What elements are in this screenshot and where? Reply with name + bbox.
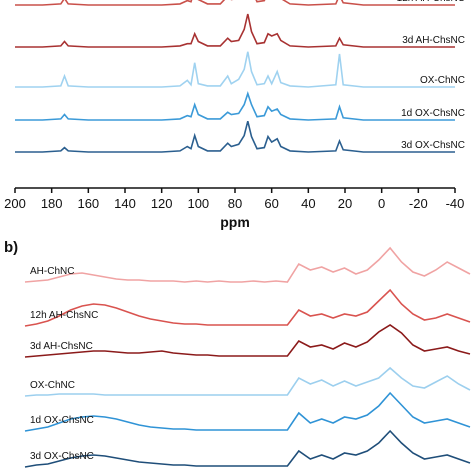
x-axis-label: ppm (220, 214, 250, 230)
x-tick-label: 160 (77, 196, 99, 211)
spectrum (24, 366, 471, 397)
legend-label: OX-ChNC (30, 380, 75, 391)
spectrum (24, 246, 471, 283)
spectrum (24, 429, 471, 468)
spectrum (15, 51, 455, 88)
x-tick-label: 40 (301, 196, 315, 211)
panel-label: b) (4, 239, 18, 256)
x-tick-label: 0 (378, 196, 385, 211)
legend-label: OX-ChNC (420, 75, 465, 86)
spectrum (15, 13, 455, 48)
legend-label: 1d OX-ChsNC (30, 415, 94, 426)
x-tick-label: -20 (409, 196, 428, 211)
legend-label: 1d OX-ChsNC (401, 108, 465, 119)
legend-label: 12h AH-ChsNC (397, 0, 465, 4)
spectrum (24, 391, 471, 432)
legend-label: 12h AH-ChsNC (30, 310, 98, 321)
x-tick-label: 180 (41, 196, 63, 211)
spectrum (24, 288, 471, 327)
legend-label: 3d AH-ChsNC (402, 35, 465, 46)
spectrum (15, 121, 455, 153)
legend-label: AH-ChNC (30, 266, 74, 277)
legend-label: 3d AH-ChsNC (30, 341, 93, 352)
x-tick-label: 60 (264, 196, 278, 211)
x-tick-label: 100 (187, 196, 209, 211)
legend-label: 3d OX-ChsNC (401, 140, 465, 151)
spectrum (15, 91, 455, 121)
legend-label: 3d OX-ChsNC (30, 451, 94, 462)
x-tick-label: 20 (338, 196, 352, 211)
x-tick-label: 80 (228, 196, 242, 211)
x-tick-label: 200 (4, 196, 26, 211)
spectrum (24, 324, 471, 358)
x-tick-label: -40 (446, 196, 465, 211)
x-tick-label: 120 (151, 196, 173, 211)
spectrum (15, 0, 455, 6)
x-tick-label: 140 (114, 196, 136, 211)
